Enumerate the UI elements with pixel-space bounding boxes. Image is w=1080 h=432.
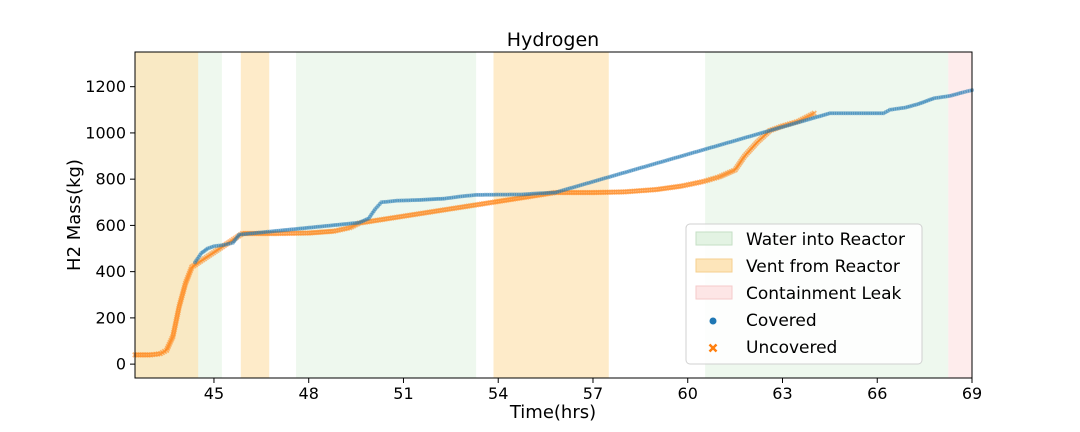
legend-swatch-vent [695, 258, 733, 273]
span-vent-from-reactor [135, 52, 199, 378]
span-vent-from-reactor [493, 52, 609, 378]
y-tick-label: 800 [95, 170, 126, 189]
x-tick-label: 66 [867, 384, 887, 403]
x-tick-label: 69 [962, 384, 982, 403]
series-uncovered [132, 110, 817, 358]
legend-swatch-water [695, 231, 733, 246]
span-vent-from-reactor [240, 52, 270, 378]
span-water-into-reactor [296, 52, 477, 378]
legend-marker-uncovered [708, 343, 718, 353]
y-tick-label: 1000 [85, 123, 126, 142]
y-tick-label: 600 [95, 216, 126, 235]
legend-box [685, 223, 923, 365]
plot-frame [134, 51, 973, 379]
data-point-uncovered [811, 110, 817, 117]
spans-layer [135, 52, 972, 378]
chart-title: Hydrogen [507, 29, 599, 51]
y-axis: 0 200 400 600 800 1000 1200 [85, 77, 135, 374]
legend-label-leak: Containment Leak [746, 284, 902, 304]
legend: Water into Reactor Vent from Reactor Con… [685, 223, 923, 365]
x-tick-label: 54 [488, 384, 508, 403]
x-axis-label: Time(hrs) [509, 402, 596, 423]
y-axis-label: H2 Mass(kg) [64, 159, 85, 271]
x-tick-label: 51 [393, 384, 413, 403]
legend-label-water: Water into Reactor [746, 230, 905, 250]
x-tick-label: 60 [678, 384, 698, 403]
x-tick-label: 57 [583, 384, 603, 403]
x-axis: 45 48 51 54 57 60 63 66 69 [204, 378, 982, 403]
legend-label-uncovered: Uncovered [746, 338, 837, 358]
x-tick-label: 48 [299, 384, 319, 403]
series-layer [132, 88, 974, 358]
legend-label-vent: Vent from Reactor [746, 257, 900, 277]
y-tick-label: 1200 [85, 77, 126, 96]
legend-label-covered: Covered [746, 311, 817, 331]
y-tick-label: 200 [95, 308, 126, 327]
series-covered [193, 88, 974, 265]
legend-swatch-leak [695, 285, 733, 300]
x-tick-label: 45 [204, 384, 224, 403]
span-containment-leak [948, 52, 972, 378]
legend-marker-covered [709, 317, 717, 325]
y-tick-label: 400 [95, 262, 126, 281]
x-tick-label: 63 [772, 384, 792, 403]
y-tick-label: 0 [116, 355, 126, 374]
